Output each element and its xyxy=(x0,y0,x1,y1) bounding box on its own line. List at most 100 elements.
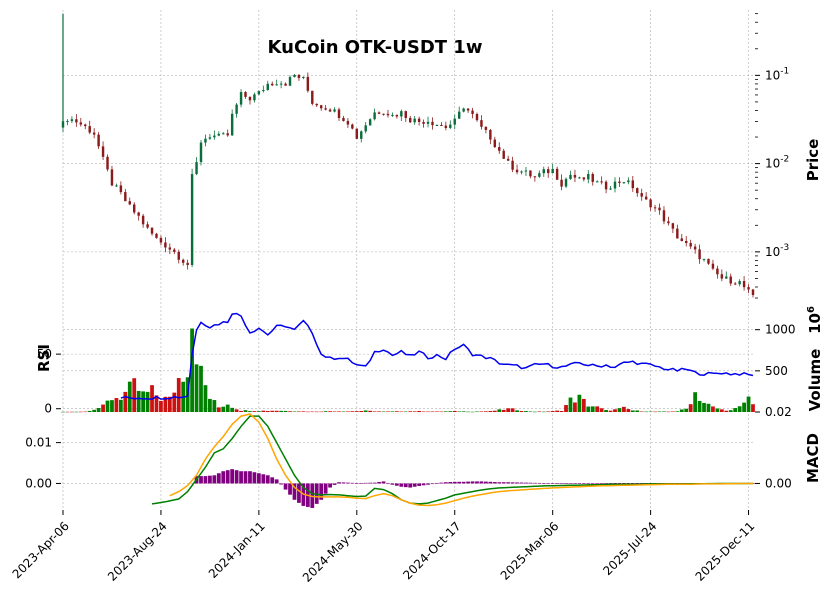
macd-histogram-bar xyxy=(363,482,368,484)
macd-histogram-bar xyxy=(497,482,502,484)
volume-bar xyxy=(225,404,230,412)
volume-bar xyxy=(475,411,479,413)
volume-bar xyxy=(684,408,689,412)
candle-body xyxy=(226,133,229,136)
volume-bar xyxy=(466,411,470,413)
macd-histogram-bar xyxy=(417,483,422,486)
volume-bar xyxy=(435,411,439,412)
candle-body xyxy=(618,181,621,184)
candle-body xyxy=(84,124,87,127)
macd-histogram-bar xyxy=(230,469,235,484)
price-tick-exponent: -3 xyxy=(780,243,789,253)
volume-bar xyxy=(239,410,243,412)
volume-bar xyxy=(145,391,150,412)
candle-body xyxy=(279,83,283,85)
volume-bar xyxy=(408,411,413,412)
volume-bar xyxy=(216,407,221,412)
macd-histogram-bar xyxy=(381,481,386,484)
candle-body xyxy=(328,109,332,112)
candle-body xyxy=(422,121,425,124)
volume-bar xyxy=(328,411,332,412)
macd-histogram-bar xyxy=(248,471,252,484)
candle-body xyxy=(751,289,755,296)
candle-body xyxy=(702,258,706,260)
volume-bar xyxy=(613,409,617,412)
candle-body xyxy=(524,170,528,172)
candle-body xyxy=(133,204,136,213)
candle-body xyxy=(484,126,488,130)
candle-body xyxy=(413,118,416,123)
volume-bar xyxy=(132,378,137,412)
volume-bar xyxy=(270,410,275,412)
candle-body xyxy=(658,207,661,211)
volume-bar xyxy=(70,411,74,413)
volume-bar xyxy=(390,411,395,412)
macd-histogram-bar xyxy=(426,483,430,485)
price-tick-exponent: -1 xyxy=(780,66,789,76)
candle-body xyxy=(391,114,394,116)
volume-bar xyxy=(515,410,519,412)
volume-bar xyxy=(136,390,141,412)
macd-histogram-bar xyxy=(386,483,390,484)
macd-histogram-bar xyxy=(604,483,608,484)
volume-bar xyxy=(501,409,506,412)
x-tick-label: 2023-Aug-24 xyxy=(105,519,170,584)
candle-body xyxy=(591,174,594,182)
candle-body xyxy=(631,180,635,189)
candle-body xyxy=(217,133,221,136)
candle-body xyxy=(582,177,586,180)
volume-bar xyxy=(746,396,751,412)
candle-body xyxy=(364,125,367,132)
candle-body xyxy=(671,223,675,229)
volume-bar xyxy=(604,410,608,412)
volume-unit-label: 106 xyxy=(806,306,824,334)
macd-histogram-bar xyxy=(501,482,506,484)
volume-bar xyxy=(639,411,644,412)
candle-body xyxy=(297,74,301,79)
volume-bar xyxy=(101,404,105,412)
volume-bar xyxy=(461,411,466,412)
candle-body xyxy=(373,112,376,120)
macd-histogram-bar xyxy=(203,476,208,484)
grid-lines xyxy=(62,10,753,510)
volume-bar xyxy=(724,410,729,412)
x-tick-label: 2025-Jul-24 xyxy=(600,519,659,578)
candle-body xyxy=(555,168,559,180)
macd-left-tick-label: 0.00 xyxy=(25,476,52,490)
volume-bar xyxy=(693,392,698,412)
candle-body xyxy=(471,110,474,114)
candle-body xyxy=(662,210,666,222)
macd-histogram-bar xyxy=(595,483,600,484)
candle-body xyxy=(150,227,154,234)
price-tick-exponent: -2 xyxy=(780,155,789,165)
volume-bar xyxy=(448,411,453,412)
macd-histogram-bar xyxy=(626,483,631,484)
x-tick-label: 2025-Mar-06 xyxy=(498,519,562,583)
volume-bar xyxy=(617,408,622,412)
candle-body xyxy=(115,185,118,187)
candle-body xyxy=(440,125,443,127)
macd-histogram-bar xyxy=(239,471,243,484)
macd-histogram-bar xyxy=(359,482,364,484)
candle-body xyxy=(738,281,741,285)
volume-bar xyxy=(363,410,368,412)
candle-body xyxy=(680,238,683,242)
volume-bar xyxy=(719,409,724,412)
candle-body xyxy=(248,96,252,101)
candle-body xyxy=(747,287,750,290)
candle-body xyxy=(627,180,630,183)
macd-histogram-bar xyxy=(350,482,355,484)
volume-bar xyxy=(74,411,79,413)
candle-body xyxy=(742,281,746,288)
volume-bar xyxy=(537,411,542,412)
macd-histogram-bar xyxy=(337,482,341,484)
rsi-tick-label: 50 xyxy=(37,347,52,361)
candle-body xyxy=(195,162,198,175)
volume-bar xyxy=(159,400,163,412)
macd-histogram-bar xyxy=(199,476,203,484)
candle-body xyxy=(573,174,577,178)
candle-body xyxy=(457,111,461,119)
volume-bar xyxy=(163,396,168,412)
volume-bar xyxy=(568,397,573,412)
candle-body xyxy=(435,125,439,127)
